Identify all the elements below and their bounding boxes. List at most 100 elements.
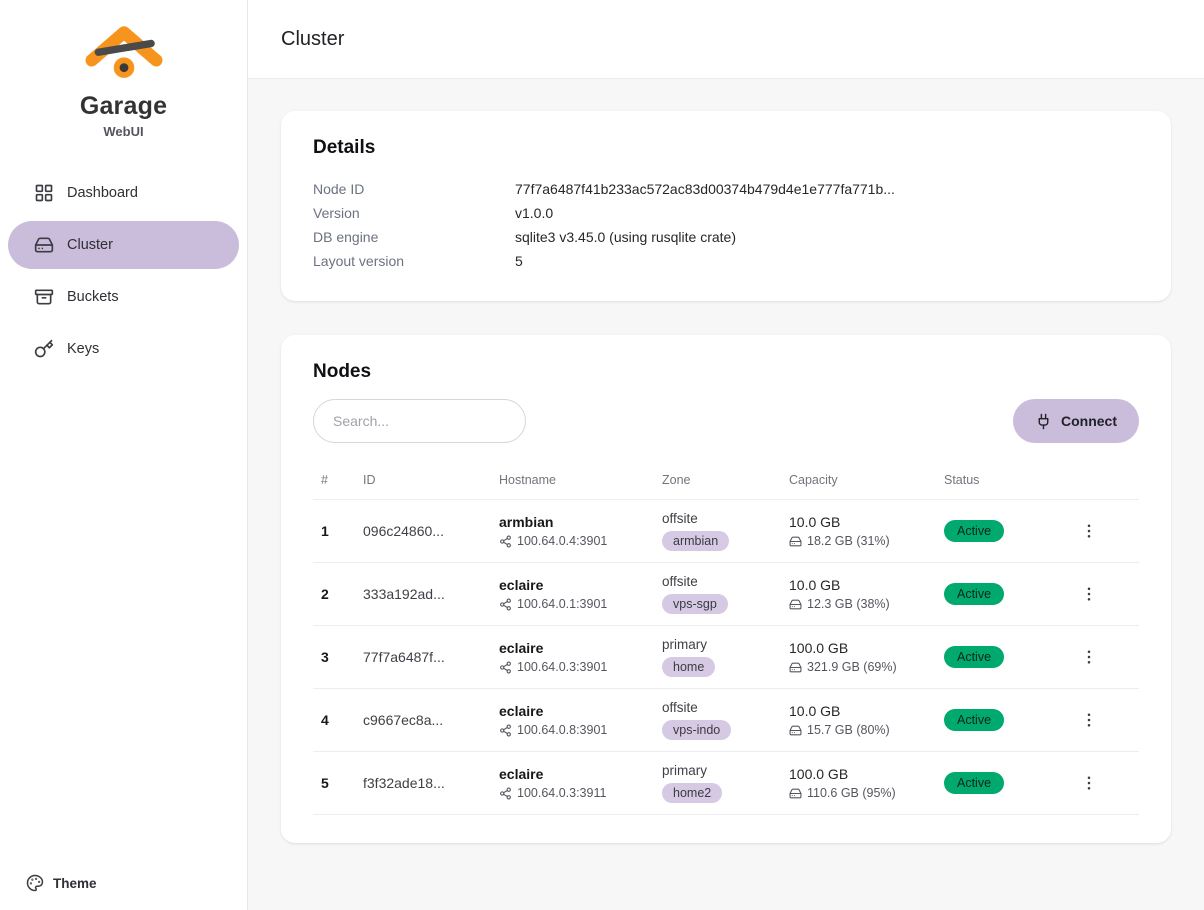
col-header-status: Status: [936, 461, 1067, 500]
topbar: Cluster: [248, 0, 1204, 79]
node-index: 3: [313, 625, 355, 689]
zone-tag-badge: home2: [662, 783, 723, 803]
sidebar-item-cluster[interactable]: Cluster: [8, 221, 239, 269]
node-address-row: 100.64.0.4:3901: [499, 534, 646, 548]
node-usage: 15.7 GB (80%): [807, 723, 890, 737]
sidebar-item-keys[interactable]: Keys: [8, 325, 239, 373]
detail-row-db-engine: DB engine sqlite3 v3.45.0 (using rusqlit…: [313, 225, 1139, 249]
table-header-row: # ID Hostname Zone Capacity Status: [313, 461, 1139, 500]
node-id: 096c24860...: [355, 499, 491, 563]
node-address: 100.64.0.3:3911: [517, 786, 607, 800]
app-subtitle: WebUI: [103, 124, 144, 139]
content-scroll[interactable]: Details Node ID 77f7a6487f41b233ac572ac8…: [248, 79, 1204, 910]
node-id: 77f7a6487f...: [355, 625, 491, 689]
row-actions-menu-button[interactable]: [1075, 517, 1103, 545]
node-address: 100.64.0.3:3901: [517, 660, 608, 674]
detail-row-layout-version: Layout version 5: [313, 249, 1139, 273]
node-zone: offsite: [662, 511, 698, 526]
detail-value: 77f7a6487f41b233ac572ac83d00374b479d4e1e…: [515, 181, 895, 197]
sidebar-item-label: Cluster: [67, 237, 113, 253]
sidebar-item-buckets[interactable]: Buckets: [8, 273, 239, 321]
col-header-zone: Zone: [654, 461, 781, 500]
node-hostname: eclaire: [499, 703, 544, 719]
node-usage-row: 15.7 GB (80%): [789, 723, 928, 737]
detail-label: DB engine: [313, 229, 379, 245]
col-header-actions: [1067, 461, 1139, 500]
connect-button[interactable]: Connect: [1013, 399, 1139, 443]
node-address-row: 100.64.0.3:3911: [499, 786, 646, 800]
nodes-title: Nodes: [313, 361, 372, 382]
cluster-icon: [34, 235, 54, 255]
node-zone: offsite: [662, 574, 698, 589]
node-address: 100.64.0.8:3901: [517, 723, 608, 737]
detail-row-node-id: Node ID 77f7a6487f41b233ac572ac83d00374b…: [313, 177, 1139, 201]
sidebar-item-label: Dashboard: [67, 185, 138, 201]
node-zone: primary: [662, 763, 708, 778]
nodes-card: Nodes Connect #: [281, 335, 1171, 843]
sidebar-item-label: Buckets: [67, 289, 119, 305]
status-badge: Active: [944, 772, 1005, 794]
sidebar-item-dashboard[interactable]: Dashboard: [8, 169, 239, 217]
page-title: Cluster: [281, 27, 345, 50]
theme-toggle[interactable]: Theme: [0, 874, 247, 892]
node-index: 2: [313, 562, 355, 626]
details-rows: Node ID 77f7a6487f41b233ac572ac83d00374b…: [313, 177, 1139, 273]
node-zone: offsite: [662, 700, 698, 715]
node-usage: 110.6 GB (95%): [807, 786, 896, 800]
node-index: 1: [313, 499, 355, 563]
node-capacity: 100.0 GB: [789, 640, 849, 656]
row-actions-menu-button[interactable]: [1075, 643, 1103, 671]
disk-icon: [789, 725, 802, 735]
kebab-menu-icon: [1087, 524, 1091, 538]
app-title: Garage: [79, 92, 168, 120]
disk-icon: [789, 599, 802, 609]
node-address: 100.64.0.1:3901: [517, 597, 608, 611]
disk-icon: [789, 662, 802, 672]
table-row: 1 096c24860... armbian 100.64.0.4:3901: [313, 499, 1139, 563]
detail-label: Node ID: [313, 181, 365, 197]
garage-logo-icon: [85, 26, 162, 78]
row-actions-menu-button[interactable]: [1075, 706, 1103, 734]
node-address: 100.64.0.4:3901: [517, 534, 608, 548]
disk-icon: [789, 536, 802, 546]
node-usage-row: 12.3 GB (38%): [789, 597, 928, 611]
dashboard-icon: [34, 183, 54, 203]
sidebar-nav: Dashboard Cluster Buckets Keys: [0, 169, 247, 373]
network-share-icon: [500, 598, 511, 610]
sidebar-item-label: Keys: [67, 341, 100, 357]
zone-tag-badge: vps-indo: [662, 720, 732, 740]
keys-icon: [34, 339, 54, 359]
row-actions-menu-button[interactable]: [1075, 580, 1103, 608]
detail-label: Layout version: [313, 253, 405, 269]
network-share-icon: [500, 787, 511, 799]
row-actions-menu-button[interactable]: [1075, 769, 1103, 797]
table-row: 5 f3f32ade18... eclaire 100.64.0.3:3911: [313, 751, 1139, 815]
col-header-index: #: [313, 461, 355, 500]
main-area: Cluster Details Node ID 77f7a6487f41b233…: [248, 0, 1204, 910]
node-usage: 321.9 GB (69%): [807, 660, 897, 674]
node-hostname: eclaire: [499, 766, 544, 782]
network-share-icon: [500, 535, 511, 547]
node-capacity: 100.0 GB: [789, 766, 849, 782]
node-address-row: 100.64.0.1:3901: [499, 597, 646, 611]
table-row: 4 c9667ec8a... eclaire 100.64.0.8:3901: [313, 688, 1139, 752]
node-address-row: 100.64.0.3:3901: [499, 660, 646, 674]
col-header-id: ID: [355, 461, 491, 500]
detail-value: v1.0.0: [515, 205, 554, 221]
node-zone: primary: [662, 637, 708, 652]
detail-value: sqlite3 v3.45.0 (using rusqlite crate): [515, 229, 736, 245]
connect-button-label: Connect: [1061, 413, 1117, 429]
sidebar: Garage WebUI Dashboard Cluster Buckets K…: [0, 0, 248, 910]
node-capacity: 10.0 GB: [789, 514, 841, 530]
status-badge: Active: [944, 646, 1005, 668]
node-capacity: 10.0 GB: [789, 577, 841, 593]
node-index: 4: [313, 688, 355, 752]
zone-tag-badge: armbian: [662, 531, 730, 551]
node-capacity: 10.0 GB: [789, 703, 841, 719]
status-badge: Active: [944, 709, 1005, 731]
node-id: c9667ec8a...: [355, 688, 491, 752]
search-input[interactable]: [313, 399, 526, 443]
nodes-toolbar: Connect: [313, 399, 1139, 443]
disk-icon: [789, 788, 802, 798]
